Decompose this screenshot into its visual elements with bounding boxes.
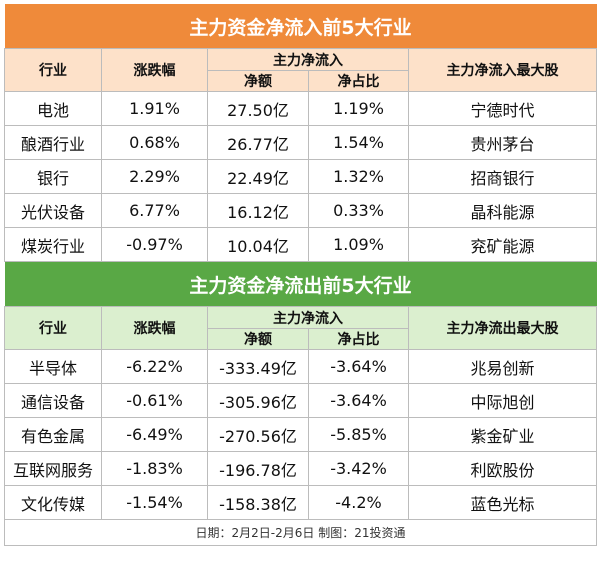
- inflow-header-industry: 行业: [4, 48, 102, 92]
- industry-cell: 通信设备: [4, 383, 102, 418]
- change-cell: -6.22%: [101, 349, 208, 384]
- outflow-header-top-stock: 主力净流出最大股: [407, 306, 598, 350]
- top-stock-cell: 招商银行: [407, 159, 598, 194]
- footer-note: 日期：2月2日-2月6日 制图：21投资通: [3, 519, 598, 546]
- change-cell: 1.91%: [101, 91, 208, 126]
- net-ratio-cell: -5.85%: [308, 417, 409, 452]
- outflow-row: 文化传媒 -1.54% -158.38亿 -4.2% 蓝色光标: [4, 485, 598, 520]
- inflow-header-top-stock: 主力净流入最大股: [407, 48, 598, 92]
- change-cell: -1.83%: [101, 451, 208, 486]
- change-cell: -6.49%: [101, 417, 208, 452]
- net-ratio-cell: -3.64%: [308, 349, 409, 384]
- top-stock-cell: 晶科能源: [407, 193, 598, 228]
- net-amount-cell: -333.49亿: [207, 349, 309, 384]
- industry-cell: 光伏设备: [4, 193, 102, 228]
- inflow-row: 光伏设备 6.77% 16.12亿 0.33% 晶科能源: [4, 193, 598, 228]
- inflow-row: 电池 1.91% 27.50亿 1.19% 宁德时代: [4, 91, 598, 126]
- net-ratio-cell: 1.32%: [308, 159, 409, 194]
- top-stock-cell: 兆易创新: [407, 349, 598, 384]
- net-amount-cell: 22.49亿: [207, 159, 309, 194]
- industry-cell: 有色金属: [4, 417, 102, 452]
- net-ratio-cell: 1.19%: [308, 91, 409, 126]
- outflow-row: 互联网服务 -1.83% -196.78亿 -3.42% 利欧股份: [4, 451, 598, 486]
- change-cell: -0.61%: [101, 383, 208, 418]
- net-amount-cell: -305.96亿: [207, 383, 309, 418]
- top-stock-cell: 蓝色光标: [407, 485, 598, 520]
- outflow-header-net-ratio: 净占比: [308, 328, 409, 350]
- top-stock-cell: 利欧股份: [407, 451, 598, 486]
- change-cell: -0.97%: [101, 227, 208, 262]
- industry-cell: 互联网服务: [4, 451, 102, 486]
- change-cell: 0.68%: [101, 125, 208, 160]
- industry-cell: 煤炭行业: [4, 227, 102, 262]
- net-amount-cell: -158.38亿: [207, 485, 309, 520]
- net-ratio-cell: 1.09%: [308, 227, 409, 262]
- net-ratio-cell: -3.64%: [308, 383, 409, 418]
- fund-flow-table: 主力资金净流入前5大行业 行业 涨跌幅 主力净流入 主力净流入最大股 净额 净占…: [3, 4, 598, 546]
- net-amount-cell: 26.77亿: [207, 125, 309, 160]
- inflow-title: 主力资金净流入前5大行业: [4, 4, 597, 49]
- net-ratio-cell: 1.54%: [308, 125, 409, 160]
- top-stock-cell: 紫金矿业: [407, 417, 598, 452]
- inflow-header-net-amount: 净额: [207, 70, 309, 92]
- inflow-row: 煤炭行业 -0.97% 10.04亿 1.09% 兖矿能源: [4, 227, 598, 262]
- outflow-row: 通信设备 -0.61% -305.96亿 -3.64% 中际旭创: [4, 383, 598, 418]
- change-cell: 2.29%: [101, 159, 208, 194]
- change-cell: -1.54%: [101, 485, 208, 520]
- net-ratio-cell: -3.42%: [308, 451, 409, 486]
- inflow-row: 酿酒行业 0.68% 26.77亿 1.54% 贵州茅台: [4, 125, 598, 160]
- industry-cell: 银行: [4, 159, 102, 194]
- fund-flow-report: 主力资金净流入前5大行业 行业 涨跌幅 主力净流入 主力净流入最大股 净额 净占…: [3, 4, 598, 546]
- industry-cell: 半导体: [4, 349, 102, 384]
- top-stock-cell: 兖矿能源: [407, 227, 598, 262]
- net-ratio-cell: 0.33%: [308, 193, 409, 228]
- top-stock-cell: 中际旭创: [407, 383, 598, 418]
- net-amount-cell: -196.78亿: [207, 451, 309, 486]
- top-stock-cell: 贵州茅台: [407, 125, 598, 160]
- outflow-title: 主力资金净流出前5大行业: [4, 261, 597, 307]
- outflow-row: 有色金属 -6.49% -270.56亿 -5.85% 紫金矿业: [4, 417, 598, 452]
- net-amount-cell: 16.12亿: [207, 193, 309, 228]
- outflow-header-main-flow: 主力净流入: [207, 306, 409, 329]
- industry-cell: 电池: [4, 91, 102, 126]
- inflow-header-main-flow: 主力净流入: [207, 48, 409, 71]
- inflow-header-net-ratio: 净占比: [308, 70, 409, 92]
- outflow-header-net-amount: 净额: [207, 328, 309, 350]
- industry-cell: 文化传媒: [4, 485, 102, 520]
- net-amount-cell: 10.04亿: [207, 227, 309, 262]
- outflow-header-change: 涨跌幅: [101, 306, 208, 350]
- net-ratio-cell: -4.2%: [308, 485, 409, 520]
- outflow-header-industry: 行业: [4, 306, 102, 350]
- net-amount-cell: 27.50亿: [207, 91, 309, 126]
- net-amount-cell: -270.56亿: [207, 417, 309, 452]
- inflow-row: 银行 2.29% 22.49亿 1.32% 招商银行: [4, 159, 598, 194]
- industry-cell: 酿酒行业: [4, 125, 102, 160]
- outflow-row: 半导体 -6.22% -333.49亿 -3.64% 兆易创新: [4, 349, 598, 384]
- inflow-header-change: 涨跌幅: [101, 48, 208, 92]
- change-cell: 6.77%: [101, 193, 208, 228]
- top-stock-cell: 宁德时代: [407, 91, 598, 126]
